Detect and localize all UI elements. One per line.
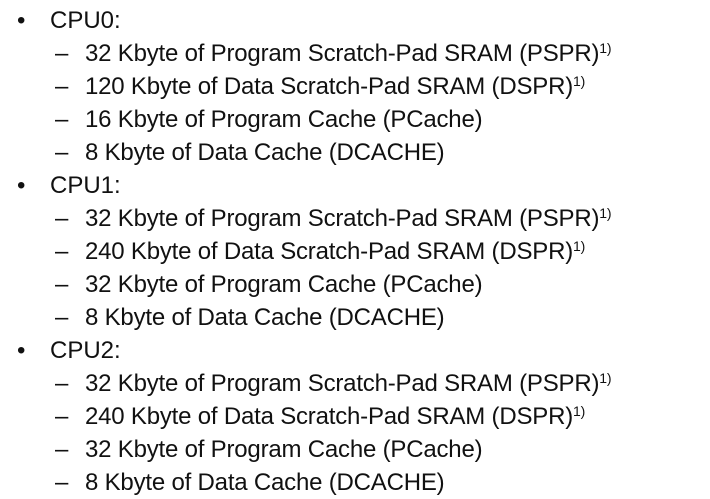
item-label: 8 Kbyte of Data Cache (DCACHE) (85, 139, 445, 166)
item-text: 240 Kbyte of Data Scratch-Pad SRAM (DSPR… (85, 400, 585, 433)
list-item: –32 Kbyte of Program Scratch-Pad SRAM (P… (0, 367, 710, 400)
item-text: 32 Kbyte of Program Scratch-Pad SRAM (PS… (85, 37, 612, 70)
bullet-icon: • (17, 172, 26, 199)
cpu-heading: • CPU0: (0, 4, 710, 37)
cpu-title: CPU2: (50, 337, 121, 364)
item-label: 32 Kbyte of Program Scratch-Pad SRAM (PS… (85, 205, 600, 232)
item-text: 16 Kbyte of Program Cache (PCache) (85, 103, 483, 136)
item-text: 120 Kbyte of Data Scratch-Pad SRAM (DSPR… (85, 70, 585, 103)
cpu-group: • CPU2: –32 Kbyte of Program Scratch-Pad S… (0, 334, 710, 499)
cpu-title: CPU1: (50, 172, 121, 199)
item-label: 32 Kbyte of Program Scratch-Pad SRAM (PS… (85, 370, 600, 397)
footnote-ref: 1) (573, 73, 586, 89)
list-item: –8 Kbyte of Data Cache (DCACHE) (0, 136, 710, 169)
list-item: –240 Kbyte of Data Scratch-Pad SRAM (DSP… (0, 235, 710, 268)
list-item: –16 Kbyte of Program Cache (PCache) (0, 103, 710, 136)
list-item: –32 Kbyte of Program Scratch-Pad SRAM (P… (0, 202, 710, 235)
dash-icon: – (55, 403, 69, 430)
item-text: 240 Kbyte of Data Scratch-Pad SRAM (DSPR… (85, 235, 585, 268)
cpu-title: CPU0: (50, 7, 121, 34)
item-label: 32 Kbyte of Program Cache (PCache) (85, 436, 483, 463)
footnote-ref: 1) (573, 403, 586, 419)
item-text: 32 Kbyte of Program Scratch-Pad SRAM (PS… (85, 202, 612, 235)
item-label: 120 Kbyte of Data Scratch-Pad SRAM (DSPR… (85, 73, 573, 100)
list-item: –8 Kbyte of Data Cache (DCACHE) (0, 466, 710, 499)
item-label: 32 Kbyte of Program Scratch-Pad SRAM (PS… (85, 40, 600, 67)
dash-icon: – (55, 205, 69, 232)
list-item: –32 Kbyte of Program Cache (PCache) (0, 433, 710, 466)
list-item: –32 Kbyte of Program Scratch-Pad SRAM (P… (0, 37, 710, 70)
list-item: –8 Kbyte of Data Cache (DCACHE) (0, 301, 710, 334)
footnote-ref: 1) (599, 370, 612, 386)
dash-icon: – (55, 469, 69, 496)
dash-icon: – (55, 40, 69, 67)
item-text: 8 Kbyte of Data Cache (DCACHE) (85, 136, 445, 169)
footnote-ref: 1) (573, 238, 586, 254)
bullet-icon: • (17, 337, 26, 364)
cpu-memory-list: • CPU0: –32 Kbyte of Program Scratch-Pad S… (0, 4, 710, 499)
item-label: 8 Kbyte of Data Cache (DCACHE) (85, 469, 445, 496)
dash-icon: – (55, 238, 69, 265)
dash-icon: – (55, 436, 69, 463)
dash-icon: – (55, 271, 69, 298)
item-text: 32 Kbyte of Program Cache (PCache) (85, 268, 483, 301)
dash-icon: – (55, 370, 69, 397)
item-label: 240 Kbyte of Data Scratch-Pad SRAM (DSPR… (85, 403, 573, 430)
footnote-ref: 1) (599, 205, 612, 221)
item-text: 32 Kbyte of Program Scratch-Pad SRAM (PS… (85, 367, 612, 400)
bullet-icon: • (17, 7, 26, 34)
item-label: 16 Kbyte of Program Cache (PCache) (85, 106, 483, 133)
dash-icon: – (55, 73, 69, 100)
footnote-ref: 1) (599, 40, 612, 56)
cpu-group: • CPU1: –32 Kbyte of Program Scratch-Pad S… (0, 169, 710, 334)
list-item: –240 Kbyte of Data Scratch-Pad SRAM (DSP… (0, 400, 710, 433)
item-label: 240 Kbyte of Data Scratch-Pad SRAM (DSPR… (85, 238, 573, 265)
list-item: –120 Kbyte of Data Scratch-Pad SRAM (DSP… (0, 70, 710, 103)
dash-icon: – (55, 139, 69, 166)
dash-icon: – (55, 106, 69, 133)
item-text: 8 Kbyte of Data Cache (DCACHE) (85, 301, 445, 334)
item-label: 32 Kbyte of Program Cache (PCache) (85, 271, 483, 298)
list-item: –32 Kbyte of Program Cache (PCache) (0, 268, 710, 301)
cpu-heading: • CPU1: (0, 169, 710, 202)
cpu-heading: • CPU2: (0, 334, 710, 367)
dash-icon: – (55, 304, 69, 331)
item-text: 32 Kbyte of Program Cache (PCache) (85, 433, 483, 466)
item-text: 8 Kbyte of Data Cache (DCACHE) (85, 466, 445, 499)
item-label: 8 Kbyte of Data Cache (DCACHE) (85, 304, 445, 331)
cpu-group: • CPU0: –32 Kbyte of Program Scratch-Pad S… (0, 4, 710, 169)
